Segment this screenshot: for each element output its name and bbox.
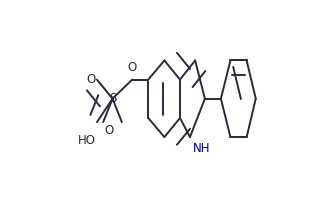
Text: HO: HO: [78, 134, 96, 147]
Text: O: O: [105, 124, 114, 137]
Text: S: S: [109, 92, 116, 105]
Text: O: O: [86, 73, 95, 86]
Text: O: O: [128, 61, 137, 74]
Text: NH: NH: [192, 142, 210, 155]
